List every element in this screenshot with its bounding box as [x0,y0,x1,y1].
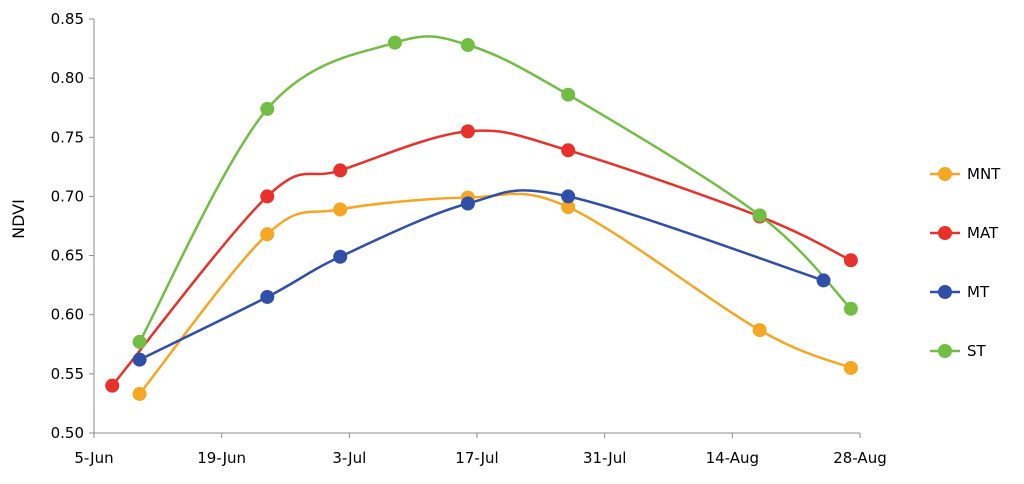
data-point-mt [561,189,576,204]
x-tick-label: 17-Jul [455,449,498,467]
data-point-mat [260,189,275,204]
legend-marker-mat [938,226,952,240]
legend-marker-mt [938,285,952,299]
legend-marker-mnt [938,167,952,181]
data-point-mnt [132,386,147,401]
legend-label-mt: MT [967,283,990,301]
legend-label-mat: MAT [967,224,999,242]
series-line-mt [138,189,825,361]
data-point-mnt [843,360,858,375]
data-point-mnt [752,323,767,338]
x-tick-label: 5-Jun [74,449,113,467]
legend-label-mnt: MNT [967,165,1001,183]
data-point-st [561,87,576,102]
y-tick-label: 0.85 [51,10,84,28]
data-point-st [132,334,147,349]
y-tick-label: 0.70 [51,187,84,205]
data-point-st [260,101,275,116]
data-point-mat [561,143,576,158]
data-point-mt [460,196,475,211]
data-point-mnt [333,202,348,217]
series-layer [105,35,858,401]
data-point-mnt [561,200,576,215]
data-point-mnt [260,227,275,242]
y-tick-label: 0.55 [51,365,84,383]
data-point-mat [843,253,858,268]
legend-label-st: ST [967,342,987,360]
x-tick-label: 14-Aug [706,449,759,467]
data-point-mat [333,163,348,178]
series-line-mat [110,129,853,387]
legend: MNT MAT MT ST [930,165,1001,360]
y-tick-label: 0.60 [51,306,84,324]
y-tick-label: 0.50 [51,424,84,442]
data-point-mat [460,124,475,139]
data-point-st [460,38,475,53]
y-tick-label: 0.65 [51,247,84,265]
series-line-st [138,35,853,344]
data-point-mt [132,352,147,367]
data-point-mt [260,289,275,304]
data-point-mat [105,378,120,393]
data-point-mt [816,273,831,288]
x-tick-label: 3-Jul [332,449,366,467]
axes: 0.50 0.55 0.60 0.65 0.70 0.75 0.80 0.85 5-Jun 19… [51,10,887,467]
data-point-mt [333,249,348,264]
y-axis-ticks: 0.50 0.55 0.60 0.65 0.70 0.75 0.80 0.85 [51,10,94,442]
data-point-st [387,35,402,50]
y-tick-label: 0.80 [51,69,84,87]
data-point-st [752,208,767,223]
legend-marker-st [938,344,952,358]
x-tick-label: 19-Jun [197,449,246,467]
series-line-mnt [138,192,853,396]
x-tick-label: 28-Aug [833,449,886,467]
y-axis-title: NDVI [9,199,28,239]
x-tick-label: 31-Jul [583,449,626,467]
y-tick-label: 0.75 [51,128,84,146]
data-point-st [843,301,858,316]
x-axis-ticks: 5-Jun 19-Jun 3-Jul 17-Jul 31-Jul 14-Aug 28-Aug [74,433,887,467]
